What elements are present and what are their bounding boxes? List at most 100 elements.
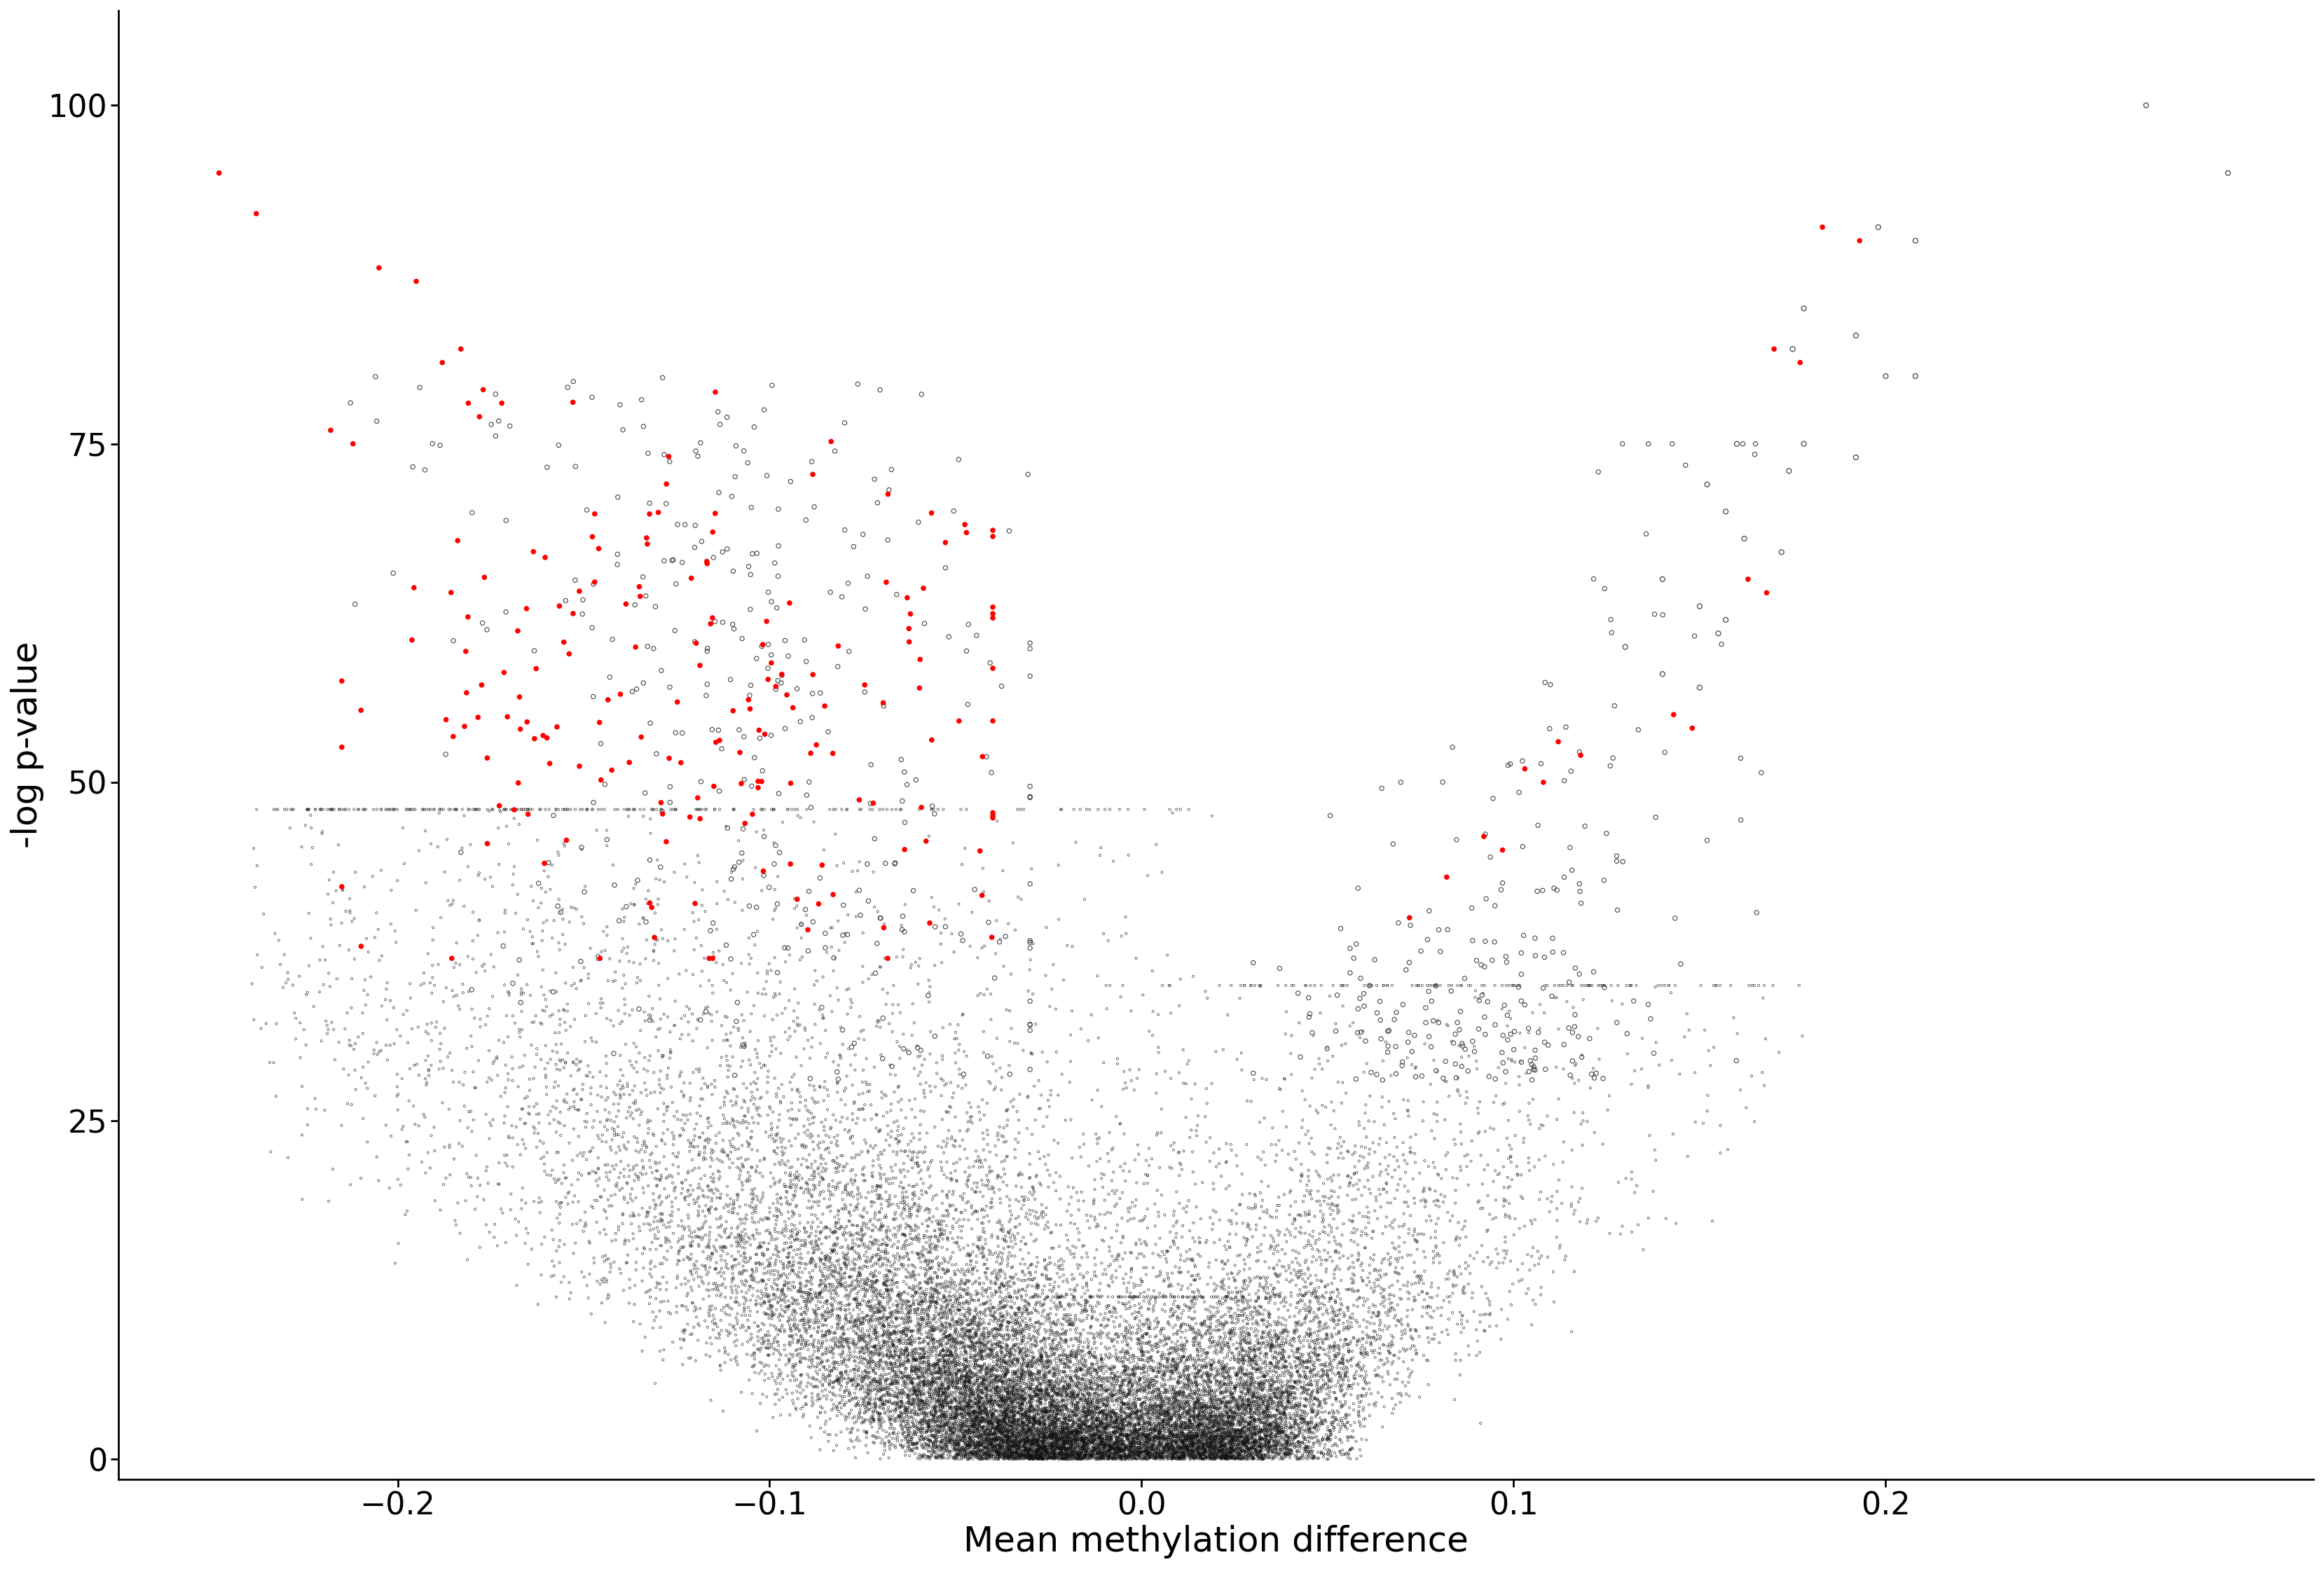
Point [988, 1357, 1025, 1382]
Point [920, 1379, 957, 1404]
Point [839, 1385, 876, 1411]
Point [1213, 1407, 1250, 1432]
Point [1276, 973, 1313, 998]
Point [1325, 1318, 1362, 1343]
Point [978, 1442, 1016, 1467]
Point [927, 1436, 964, 1461]
Point [611, 891, 648, 916]
Point [895, 1374, 932, 1400]
Point [946, 1321, 983, 1346]
Point [1085, 1432, 1122, 1458]
Point [878, 1352, 916, 1378]
Point [1318, 1012, 1355, 1037]
Point [1248, 1368, 1285, 1393]
Point [1218, 1403, 1255, 1428]
Point [1167, 1390, 1204, 1415]
Point [825, 1155, 862, 1180]
Point [1355, 1247, 1392, 1272]
Point [616, 1203, 653, 1229]
Point [1183, 1343, 1220, 1368]
Point [706, 1235, 744, 1260]
Point [1011, 1382, 1048, 1407]
Point [862, 1216, 899, 1241]
Point [1169, 1371, 1206, 1396]
Point [909, 1277, 946, 1302]
Point [1195, 1436, 1232, 1461]
Point [1090, 1417, 1127, 1442]
Point [755, 1331, 792, 1356]
Point [930, 1374, 967, 1400]
Point [1118, 1400, 1155, 1425]
Point [823, 1315, 860, 1340]
Point [1113, 1382, 1150, 1407]
Point [1392, 913, 1429, 938]
Point [951, 1335, 988, 1360]
Point [653, 1199, 690, 1224]
Point [546, 1087, 583, 1112]
Point [1315, 1415, 1353, 1440]
Point [1011, 1285, 1048, 1310]
Point [1023, 1261, 1060, 1287]
Point [1150, 1423, 1188, 1448]
Point [769, 935, 806, 960]
Point [848, 1432, 885, 1458]
Point [720, 1111, 758, 1136]
Point [741, 1291, 779, 1316]
Point [1278, 1318, 1315, 1343]
Point [1202, 1426, 1239, 1451]
Point [920, 1280, 957, 1305]
Point [1020, 1365, 1057, 1390]
Point [1030, 1373, 1067, 1398]
Point [1197, 1445, 1234, 1470]
Point [586, 1218, 623, 1243]
Point [593, 1229, 630, 1254]
Point [732, 1246, 769, 1271]
Point [999, 1378, 1037, 1403]
Point [951, 1395, 988, 1420]
Point [1181, 1439, 1218, 1464]
Point [944, 1393, 981, 1418]
Point [1067, 1348, 1104, 1373]
Point [560, 1142, 597, 1167]
Point [890, 1343, 927, 1368]
Point [848, 1233, 885, 1258]
Point [565, 1141, 602, 1166]
Point [869, 1188, 906, 1213]
Point [1232, 1395, 1269, 1420]
Point [1090, 1437, 1127, 1462]
Point [1039, 1352, 1076, 1378]
Point [823, 1351, 860, 1376]
Point [948, 1341, 985, 1367]
Point [1148, 1440, 1185, 1465]
Point [995, 1440, 1032, 1465]
Point [1090, 1414, 1127, 1439]
Point [1069, 1202, 1106, 1227]
Point [960, 1392, 997, 1417]
Point [1048, 1329, 1085, 1354]
Point [1102, 1440, 1139, 1465]
Point [1071, 1381, 1109, 1406]
Point [1143, 1426, 1181, 1451]
Point [876, 1340, 913, 1365]
Point [930, 1348, 967, 1373]
Point [988, 1442, 1025, 1467]
Point [1037, 1445, 1074, 1470]
Point [1241, 1426, 1278, 1451]
Point [1264, 1400, 1301, 1425]
Point [816, 1238, 853, 1263]
Point [804, 1277, 841, 1302]
Point [1257, 1354, 1294, 1379]
Point [985, 1236, 1023, 1261]
Point [786, 1280, 823, 1305]
Point [1071, 1340, 1109, 1365]
Point [1060, 1447, 1097, 1472]
Point [948, 1354, 985, 1379]
Point [1325, 1315, 1362, 1340]
Point [995, 1434, 1032, 1459]
Point [837, 1360, 874, 1385]
Point [1129, 1340, 1167, 1365]
Point [1176, 1254, 1213, 1279]
Point [1195, 1440, 1232, 1465]
Point [1253, 1432, 1290, 1458]
Point [1197, 1431, 1234, 1456]
